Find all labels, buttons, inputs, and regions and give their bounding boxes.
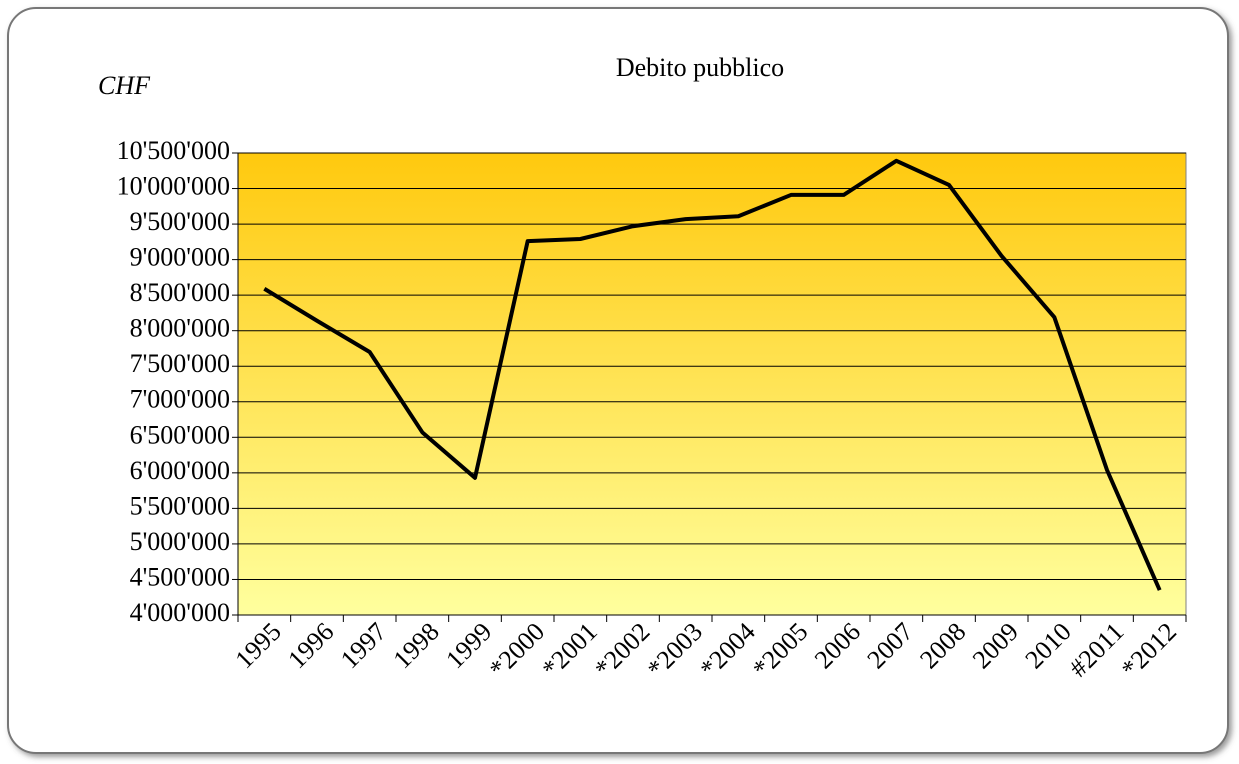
y-tick-label: 6'500'000 xyxy=(130,420,230,449)
y-tick-label: 5'500'000 xyxy=(130,491,230,520)
y-tick-label: 7'500'000 xyxy=(130,349,230,378)
y-tick-label: 4'000'000 xyxy=(130,598,230,627)
y-tick-label: 8'000'000 xyxy=(130,314,230,343)
y-tick-label: 8'500'000 xyxy=(130,278,230,307)
y-tick-label: 9'500'000 xyxy=(130,207,230,236)
y-tick-label: 6'000'000 xyxy=(130,456,230,485)
chart-title: Debito pubblico xyxy=(616,53,784,82)
y-tick-label: 4'500'000 xyxy=(130,562,230,591)
y-tick-label: 10'000'000 xyxy=(117,172,230,201)
plot-background xyxy=(237,152,1187,616)
line-series xyxy=(263,158,1162,591)
y-tick-label: 9'000'000 xyxy=(130,243,230,272)
y-axis-label: CHF xyxy=(98,71,151,100)
y-tick-label: 7'000'000 xyxy=(130,385,230,414)
y-tick-label: 10'500'000 xyxy=(117,136,230,165)
y-tick-label: 5'000'000 xyxy=(130,527,230,556)
